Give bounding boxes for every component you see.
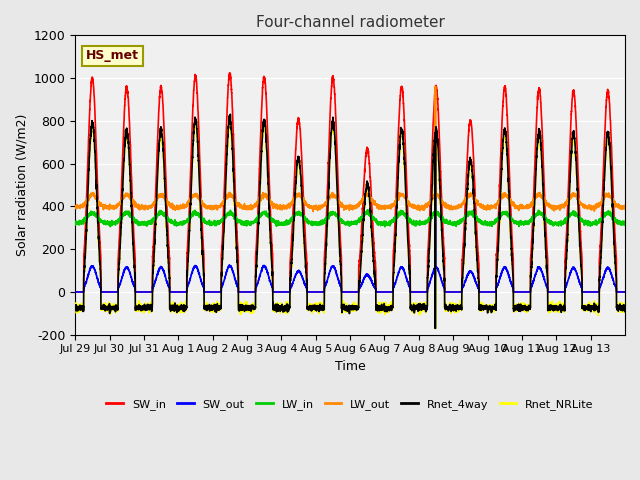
Legend: SW_in, SW_out, LW_in, LW_out, Rnet_4way, Rnet_NRLite: SW_in, SW_out, LW_in, LW_out, Rnet_4way,… bbox=[102, 394, 598, 414]
Title: Four-channel radiometer: Four-channel radiometer bbox=[255, 15, 445, 30]
Y-axis label: Solar radiation (W/m2): Solar radiation (W/m2) bbox=[15, 114, 28, 256]
Text: HS_met: HS_met bbox=[86, 49, 139, 62]
X-axis label: Time: Time bbox=[335, 360, 365, 373]
